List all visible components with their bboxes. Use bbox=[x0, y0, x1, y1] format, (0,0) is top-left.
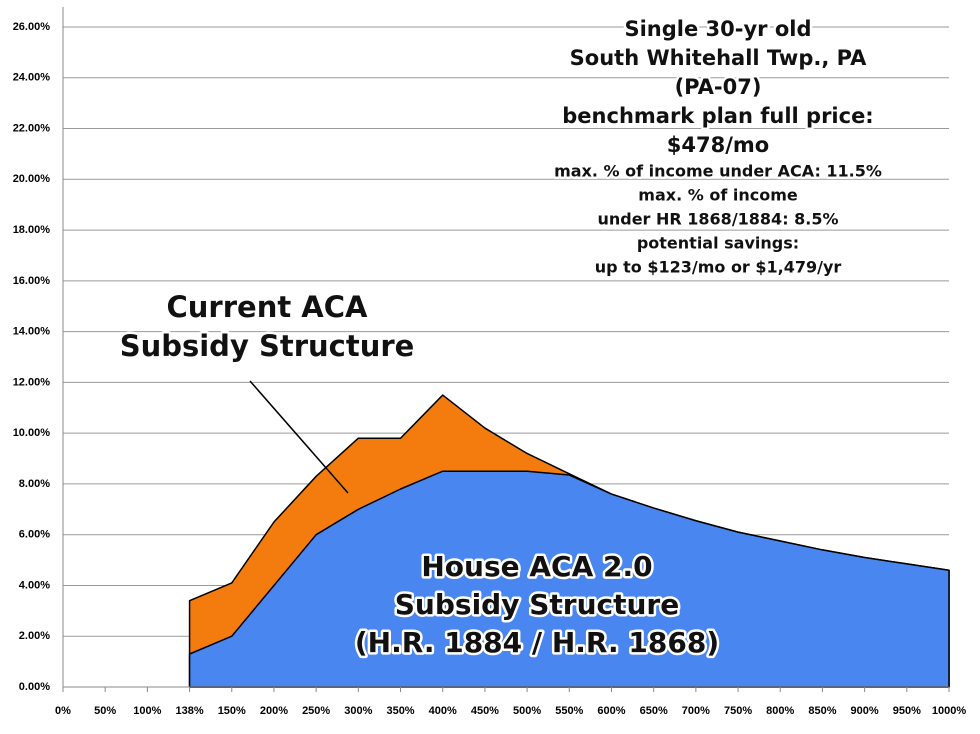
annotation: max. % of income bbox=[638, 186, 798, 205]
x-tick-label: 800% bbox=[766, 705, 794, 717]
annotation: House ACA 2.0 bbox=[421, 550, 652, 583]
x-tick-label: 950% bbox=[893, 705, 921, 717]
y-tick-label: 10.00% bbox=[13, 427, 51, 439]
annotation-pointer bbox=[249, 380, 349, 494]
y-tick-label: 14.00% bbox=[13, 326, 51, 338]
x-tick-label: 650% bbox=[640, 705, 668, 717]
x-tick-label: 1000% bbox=[932, 705, 966, 717]
x-tick-label: 600% bbox=[597, 705, 625, 717]
annotation: Subsidy Structure bbox=[395, 588, 679, 621]
annotation: potential savings: bbox=[637, 234, 799, 253]
x-tick-label: 100% bbox=[133, 705, 161, 717]
y-tick-label: 22.00% bbox=[13, 122, 51, 134]
area bbox=[188, 470, 950, 688]
annotation: Single 30-yr old bbox=[624, 17, 811, 41]
annotation: Current ACA bbox=[167, 290, 369, 324]
x-tick-label: 50% bbox=[94, 705, 116, 717]
annotation: max. % of income under ACA: 11.5% bbox=[554, 162, 882, 181]
x-tick-label: 200% bbox=[260, 705, 288, 717]
x-tick-label: 550% bbox=[555, 705, 583, 717]
annotation: $478/mo bbox=[667, 133, 769, 157]
annotation: South Whitehall Twp., PA bbox=[570, 46, 867, 70]
x-tick-label: 300% bbox=[344, 705, 372, 717]
y-tick-label: 2.00% bbox=[19, 630, 50, 642]
x-tick-label: 400% bbox=[429, 705, 457, 717]
y-tick-label: 4.00% bbox=[19, 579, 50, 591]
x-tick-label: 0% bbox=[55, 705, 71, 717]
x-tick-label: 850% bbox=[808, 705, 836, 717]
x-tick-label: 900% bbox=[851, 705, 879, 717]
annotation: benchmark plan full price: bbox=[562, 104, 873, 128]
annotation: (H.R. 1884 / H.R. 1868) bbox=[355, 626, 719, 659]
x-tick-label: 138% bbox=[176, 705, 204, 717]
y-tick-label: 8.00% bbox=[19, 478, 50, 490]
x-tick-label: 250% bbox=[302, 705, 330, 717]
y-tick-label: 20.00% bbox=[13, 173, 51, 185]
x-tick-label: 150% bbox=[218, 705, 246, 717]
y-tick-label: 6.00% bbox=[19, 529, 50, 541]
annotation: Subsidy Structure bbox=[120, 329, 415, 363]
y-tick-label: 26.00% bbox=[13, 21, 51, 33]
x-tick-label: 700% bbox=[682, 705, 710, 717]
annotation: under HR 1868/1884: 8.5% bbox=[597, 210, 838, 229]
annotation: (PA-07) bbox=[675, 75, 762, 99]
y-tick-label: 0.00% bbox=[19, 681, 50, 693]
annotation: up to $123/mo or $1,479/yr bbox=[595, 258, 842, 277]
y-tick-label: 16.00% bbox=[13, 275, 51, 287]
y-tick-label: 18.00% bbox=[13, 224, 51, 236]
x-tick-label: 500% bbox=[513, 705, 541, 717]
y-tick-label: 24.00% bbox=[13, 72, 51, 84]
x-tick-label: 750% bbox=[724, 705, 752, 717]
x-tick-label: 350% bbox=[386, 705, 414, 717]
x-tick-label: 450% bbox=[471, 705, 499, 717]
y-tick-label: 12.00% bbox=[13, 376, 51, 388]
